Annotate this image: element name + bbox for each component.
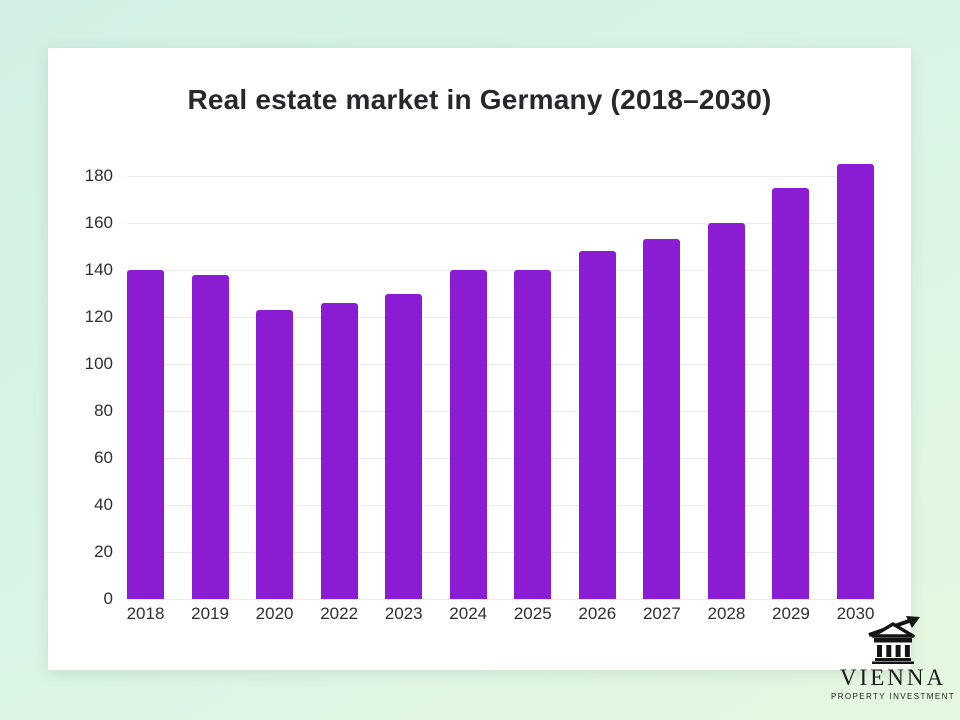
bar-2023	[385, 293, 423, 599]
y-axis-tick-label: 60	[94, 448, 113, 467]
bar-chart: 0 20 40 60 80 100 120 140 160 180 2018 2019 2020 2022…	[48, 48, 911, 670]
grid-line	[127, 176, 874, 177]
grid-line	[127, 317, 874, 318]
x-axis-tick-label: 2025	[513, 604, 552, 623]
y-axis-tick-label: 40	[94, 495, 113, 514]
grid-line	[127, 458, 874, 459]
x-axis-tick-label: 2027	[642, 604, 681, 623]
chart-card: Real estate market in Germany (2018–2030…	[48, 48, 911, 670]
x-axis-tick-label: 2030	[836, 604, 875, 623]
y-axis-tick-label: 180	[84, 166, 113, 185]
y-axis-tick-label: 80	[94, 401, 113, 420]
y-axis-tick-label: 20	[94, 542, 113, 561]
chart-title: Real estate market in Germany (2018–2030…	[187, 84, 772, 115]
x-axis-tick-label: 2029	[772, 604, 810, 623]
bar-2018	[127, 270, 164, 599]
bar-2028	[707, 223, 745, 599]
x-axis-tick-label: 2018	[126, 604, 165, 623]
logo-tagline-text: PROPERTY INVESTMENT	[830, 692, 956, 701]
y-axis-tick-label: 0	[103, 589, 113, 608]
bar-2026	[578, 251, 616, 599]
bar-2019	[191, 274, 229, 599]
grid-line	[127, 270, 874, 271]
bar-2025	[514, 270, 552, 599]
y-axis-tick-label: 160	[84, 213, 113, 232]
bar-2030	[837, 164, 874, 599]
bar-2022	[320, 302, 358, 599]
logo-brand-text: VIENNA	[839, 665, 947, 690]
x-axis-tick-label: 2023	[384, 604, 423, 623]
y-axis-tick-label: 100	[84, 354, 113, 373]
x-axis-tick-label: 2028	[707, 604, 746, 623]
building-shape	[871, 622, 915, 664]
bar-2029	[772, 187, 810, 599]
bar-2024	[449, 270, 487, 599]
vienna-logo: VIENNA PROPERTY INVESTMENT	[831, 616, 954, 701]
x-axis-tick-label: 2026	[578, 604, 617, 623]
y-axis-tick-label: 140	[84, 260, 113, 279]
bank-building-icon	[868, 616, 920, 664]
y-axis-tick-label: 120	[84, 307, 113, 326]
x-axis-tick-label: 2019	[191, 604, 229, 623]
x-axis-tick-label: 2024	[449, 604, 488, 623]
grid-line	[127, 364, 874, 365]
x-axis-tick-label: 2020	[255, 604, 294, 623]
grid-line	[127, 505, 874, 506]
bar-2027	[643, 239, 681, 599]
x-axis-tick-label: 2022	[320, 604, 359, 623]
grid-line	[127, 552, 874, 553]
grid-line	[127, 223, 874, 224]
grid-line	[127, 411, 874, 412]
grid-line	[127, 599, 874, 600]
bar-2020	[256, 309, 294, 599]
